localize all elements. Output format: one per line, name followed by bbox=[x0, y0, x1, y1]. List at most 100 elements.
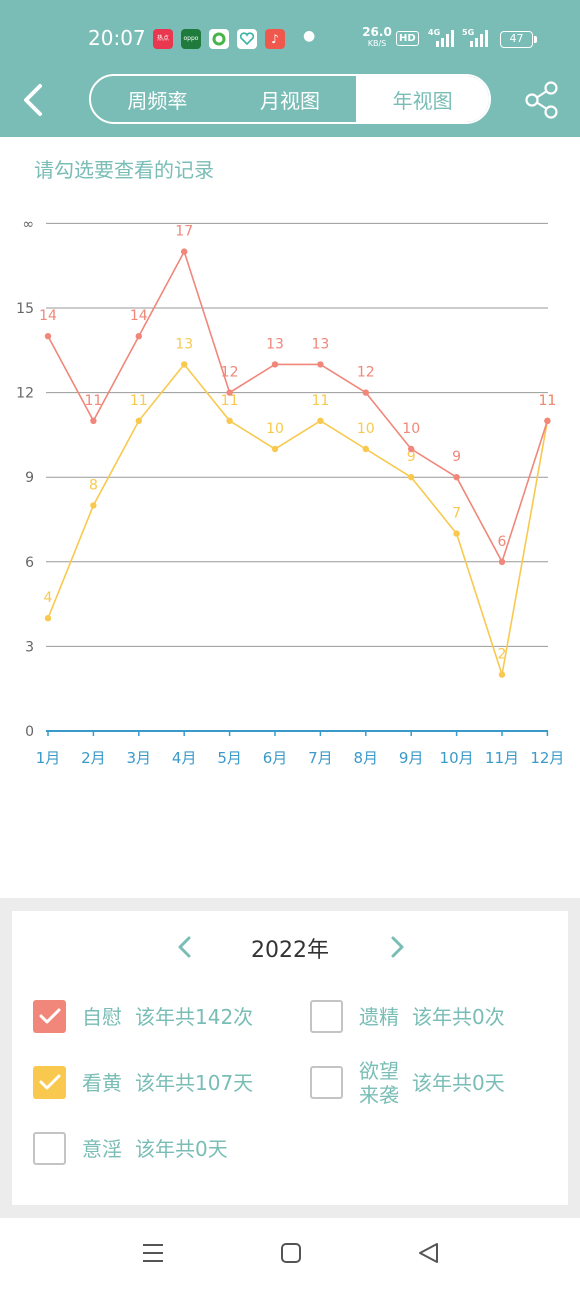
option-stat: 该年共0次 bbox=[412, 1005, 505, 1029]
option-stat: 该年共107天 bbox=[135, 1071, 254, 1095]
data-point bbox=[135, 333, 142, 340]
data-label: 9 bbox=[452, 449, 461, 465]
y-tick-label: ∞ bbox=[22, 216, 34, 232]
status-time: 20:07 bbox=[88, 26, 146, 50]
chart-hint: 请勾选要查看的记录 bbox=[34, 158, 214, 182]
data-point bbox=[408, 445, 415, 453]
chart-panel: 请勾选要查看的记录 0 3 6 9 12 15 ∞ 1月 2月 3月 4月 5月 6月 7月 8月 9月 10月… bbox=[0, 137, 580, 898]
hd-badge: HD bbox=[396, 31, 419, 46]
next-year-button[interactable] bbox=[382, 932, 412, 962]
masturbation-checkbox[interactable] bbox=[33, 1000, 66, 1033]
data-point bbox=[453, 530, 460, 537]
option-name: 遗精 bbox=[359, 1005, 399, 1029]
data-label: 8 bbox=[89, 477, 98, 493]
data-label: 14 bbox=[130, 308, 148, 324]
status-bar: 20:07 热点 oppo ♪ ● 26.0 KB/S HD 4G 5G bbox=[0, 22, 580, 56]
back-button[interactable] bbox=[18, 80, 54, 120]
y-tick-label: 3 bbox=[25, 639, 34, 655]
year-label: 2022年 bbox=[251, 938, 329, 963]
back-triangle-icon bbox=[419, 1243, 438, 1263]
x-tick-label: 5月 bbox=[217, 749, 242, 767]
y-tick-label: 6 bbox=[25, 555, 34, 571]
data-point bbox=[226, 417, 233, 424]
status-dot: ● bbox=[303, 28, 316, 44]
x-tick-label: 1月 bbox=[36, 749, 61, 767]
emission-checkbox[interactable] bbox=[310, 1000, 343, 1033]
x-tick-label: 4月 bbox=[172, 749, 197, 767]
data-point bbox=[544, 417, 551, 424]
data-label: 11 bbox=[538, 393, 556, 409]
data-label: 14 bbox=[39, 308, 57, 324]
fantasy-checkbox[interactable] bbox=[33, 1132, 66, 1165]
chevron-left-icon bbox=[178, 936, 191, 958]
data-point bbox=[408, 474, 415, 481]
data-point bbox=[226, 389, 233, 396]
battery-icon: 47 bbox=[500, 31, 533, 48]
data-point bbox=[498, 558, 506, 565]
oppo-app-icon: oppo bbox=[181, 29, 201, 49]
menu-nav-button[interactable] bbox=[140, 1240, 166, 1266]
filter-panel: 2022年 自慰 该年共142次 遗精 该年共0次 看黄 该年共107天 欲望 … bbox=[12, 911, 568, 1205]
y-tick-label: 15 bbox=[16, 301, 34, 317]
x-tick-label: 8月 bbox=[354, 749, 379, 767]
year-line-chart[interactable]: 0 3 6 9 12 15 ∞ 1月 2月 3月 4月 5月 6月 7月 8月 9月 10月 11月 12月 4 8 11… bbox=[0, 137, 580, 898]
record-option-masturbation[interactable]: 自慰 该年共142次 bbox=[33, 1000, 283, 1033]
hotspot-app-icon: 热点 bbox=[153, 29, 173, 49]
data-label: 9 bbox=[407, 449, 416, 465]
record-option-porn[interactable]: 看黄 该年共107天 bbox=[33, 1066, 283, 1099]
option-stat: 该年共142次 bbox=[135, 1005, 254, 1029]
circle-app-icon bbox=[209, 29, 229, 49]
y-tick-label: 9 bbox=[25, 470, 34, 486]
data-point bbox=[135, 417, 142, 424]
porn-checkbox[interactable] bbox=[33, 1066, 66, 1099]
data-label: 2 bbox=[498, 647, 507, 663]
y-tick-label: 12 bbox=[16, 386, 34, 402]
data-point bbox=[181, 361, 188, 368]
record-option-emission[interactable]: 遗精 该年共0次 bbox=[310, 1000, 550, 1033]
data-point bbox=[453, 474, 460, 481]
home-square-icon bbox=[281, 1243, 301, 1263]
x-tick-label: 7月 bbox=[308, 749, 333, 767]
app-header: 20:07 热点 oppo ♪ ● 26.0 KB/S HD 4G 5G bbox=[0, 0, 580, 137]
option-stat: 该年共0天 bbox=[412, 1071, 505, 1095]
x-tick-label: 2月 bbox=[81, 749, 106, 767]
home-nav-button[interactable] bbox=[278, 1240, 304, 1266]
menu-icon bbox=[143, 1244, 163, 1262]
chevron-left-icon bbox=[24, 84, 42, 116]
tab-year-view[interactable]: 年视图 bbox=[356, 76, 489, 122]
option-name: 看黄 bbox=[82, 1071, 122, 1095]
data-label: 6 bbox=[498, 534, 507, 550]
data-point bbox=[317, 361, 324, 368]
option-name: 意淫 bbox=[82, 1137, 122, 1161]
back-nav-button[interactable] bbox=[416, 1240, 442, 1266]
share-button[interactable] bbox=[522, 80, 562, 120]
record-option-desire[interactable]: 欲望 来袭 该年共0天 bbox=[310, 1059, 550, 1114]
data-point bbox=[271, 445, 279, 453]
previous-year-button[interactable] bbox=[170, 932, 200, 962]
data-point bbox=[271, 361, 279, 368]
data-label: 10 bbox=[402, 421, 420, 437]
desire-checkbox[interactable] bbox=[310, 1066, 343, 1099]
net-speed: 26.0 KB/S bbox=[362, 25, 392, 49]
data-label: 7 bbox=[452, 506, 461, 522]
chevron-right-icon bbox=[391, 936, 404, 958]
heart-app-icon bbox=[237, 29, 257, 49]
series-line-0 bbox=[47, 249, 549, 564]
record-option-fantasy[interactable]: 意淫 该年共0天 bbox=[33, 1132, 283, 1165]
option-name-line2: 来袭 bbox=[359, 1083, 399, 1107]
data-label: 11 bbox=[538, 393, 556, 409]
option-name: 自慰 bbox=[82, 1005, 122, 1029]
data-point bbox=[181, 248, 188, 255]
tab-month-view[interactable]: 月视图 bbox=[260, 88, 320, 113]
x-tick-label: 9月 bbox=[399, 749, 424, 767]
series-line-1 bbox=[47, 363, 549, 675]
data-label: 11 bbox=[221, 393, 239, 409]
data-point bbox=[44, 333, 52, 340]
data-label: 11 bbox=[84, 393, 102, 409]
data-label: 10 bbox=[357, 421, 375, 437]
data-label: 10 bbox=[266, 421, 284, 437]
tab-weekly-frequency[interactable]: 周频率 bbox=[127, 88, 188, 113]
data-point bbox=[90, 502, 97, 509]
data-label: 11 bbox=[130, 393, 148, 409]
y-tick-label: 0 bbox=[25, 724, 34, 740]
